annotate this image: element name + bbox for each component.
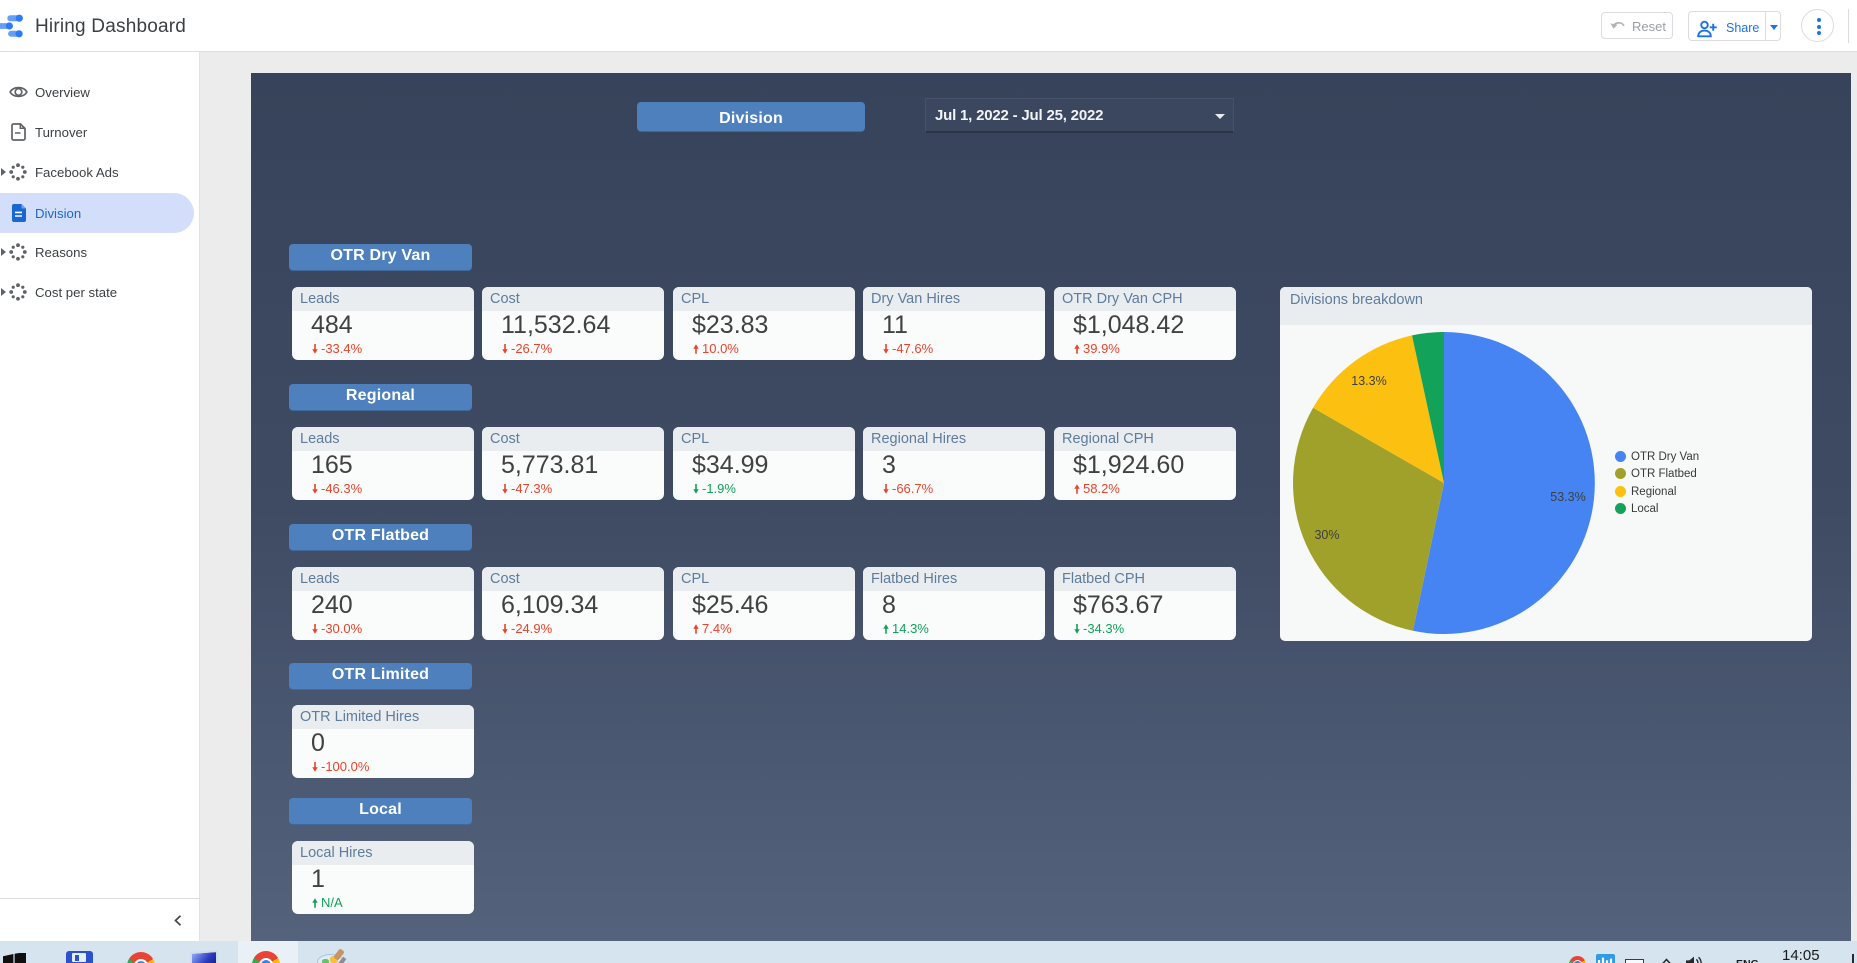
svg-text:13.3%: 13.3%: [1351, 374, 1386, 388]
svg-text:53.3%: 53.3%: [1550, 490, 1585, 504]
svg-text:30%: 30%: [1314, 528, 1339, 542]
